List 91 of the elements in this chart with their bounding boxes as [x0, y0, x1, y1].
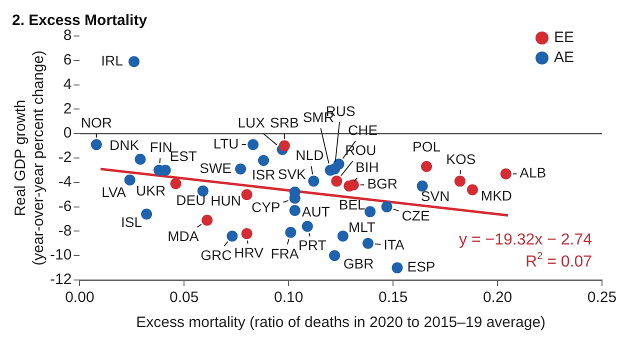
point: [289, 204, 300, 216]
point: [141, 208, 152, 220]
point: [416, 180, 428, 192]
y-tick-label: 8: [63, 27, 72, 44]
annotation: NOR: [80, 114, 112, 130]
annotation: GRC: [200, 246, 232, 263]
annotation: FRA: [270, 245, 300, 262]
annotation: MDA: [168, 228, 200, 244]
annotation: IRL: [101, 52, 124, 68]
annotation: LVA: [102, 184, 127, 200]
point: [124, 174, 136, 186]
annotation: MKD: [480, 188, 512, 204]
annotation: POL: [412, 138, 441, 154]
annotation: GBR: [343, 255, 374, 272]
annotation: SVK: [278, 166, 307, 182]
y-tick-label: 0: [63, 124, 72, 142]
annotation: DEU: [176, 192, 206, 208]
annotation: HUN: [210, 192, 241, 208]
point: [364, 206, 376, 218]
annotation: AUT: [302, 203, 330, 220]
legend-label: AE: [554, 49, 574, 66]
point: [226, 230, 238, 242]
point: [128, 56, 140, 68]
point: [202, 214, 213, 226]
annotation: BGR: [367, 176, 398, 192]
x-axis-title: Excess mortality (ratio of deaths in 2020 to 2015–19 average): [136, 314, 546, 332]
point: [241, 189, 252, 200]
point: [308, 176, 320, 187]
point: [134, 154, 146, 165]
annotation: LUX: [238, 114, 266, 130]
y-axis-title: Real GDP growth (year-over-year percent change): [12, 50, 48, 266]
point: [421, 161, 432, 172]
y-tick-label: 6: [63, 52, 72, 69]
point: [381, 201, 392, 212]
point: [392, 262, 403, 274]
point: [362, 238, 374, 249]
point: [248, 139, 259, 150]
annotation: SVN: [420, 188, 450, 204]
point: [500, 168, 512, 180]
x-tick-label: 0.05: [170, 289, 199, 306]
point: [466, 184, 478, 196]
annotation: UKR: [136, 182, 166, 198]
point: [331, 176, 342, 187]
x-tick-label: 0.15: [378, 289, 408, 306]
annotation: ITA: [384, 236, 406, 252]
y-tick-label: -8: [58, 222, 72, 240]
y-tick-label: -2: [58, 149, 72, 166]
annotation: ISL: [121, 214, 142, 230]
annotation: KOS: [446, 151, 476, 168]
point: [337, 230, 348, 242]
point: [258, 154, 270, 166]
annotation: FIN: [150, 139, 172, 156]
x-tick-label: 0.25: [587, 289, 617, 306]
chart-title: 2. Excess Mortality: [12, 12, 148, 30]
annotation: DNK: [109, 137, 140, 154]
annotation: LTU: [213, 135, 239, 152]
legend-label: EE: [554, 29, 574, 46]
y-tick-label: -6: [58, 198, 72, 215]
annotation: CZE: [402, 208, 430, 224]
point: [241, 228, 252, 240]
annotation: HRV: [234, 244, 264, 260]
point: [454, 176, 466, 187]
annotation: ESP: [407, 258, 436, 275]
x-tick-label: 0.20: [482, 289, 512, 306]
x-tick-label: 0.00: [65, 289, 94, 306]
point: [278, 140, 290, 152]
point: [285, 226, 296, 238]
annotation: y = −19.32x − 2.74: [459, 231, 592, 248]
y-tick-label: -10: [50, 246, 72, 264]
point: [170, 178, 182, 190]
annotation: SWE: [200, 160, 232, 176]
annotation: ISR: [252, 166, 276, 182]
annotation: SRB: [270, 114, 299, 131]
x-tick-label: 0.10: [274, 289, 304, 306]
annotation: ALB: [520, 164, 546, 181]
annotation: MLT: [348, 218, 376, 235]
y-tick-label: 2: [63, 100, 72, 118]
y-tick-label: -12: [50, 271, 72, 288]
annotation: PRT: [298, 237, 327, 254]
annotation: CYP: [251, 199, 280, 216]
annotation: BEL: [338, 196, 366, 213]
y-tick-label: 4: [63, 76, 72, 93]
point: [302, 220, 313, 232]
point: [90, 139, 102, 150]
point: [235, 163, 246, 174]
y-tick-label: -4: [58, 174, 72, 191]
point: [333, 158, 344, 170]
point: [197, 185, 208, 196]
annotation: BIH: [356, 158, 379, 175]
annotation: NLD: [296, 147, 324, 164]
point: [329, 250, 340, 262]
